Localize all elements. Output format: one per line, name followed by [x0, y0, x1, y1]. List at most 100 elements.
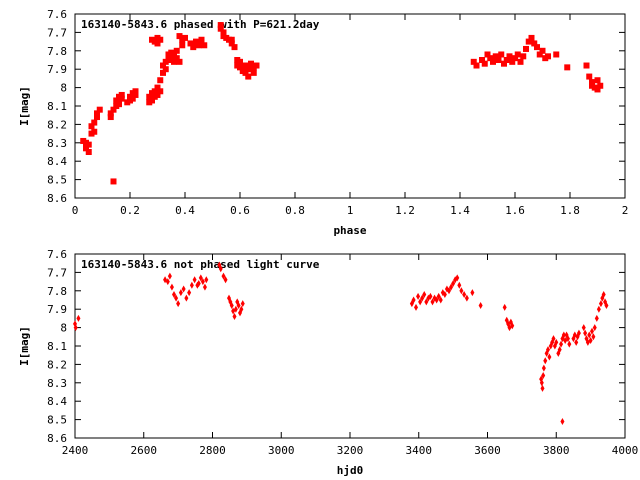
- x-tick-label: 0.2: [120, 204, 140, 217]
- data-point: [187, 40, 194, 47]
- data-point: [531, 40, 538, 47]
- data-point: [176, 300, 181, 308]
- data-point: [434, 296, 439, 304]
- data-point: [239, 305, 244, 313]
- data-point: [88, 123, 95, 130]
- data-point: [118, 95, 125, 102]
- plot-frame: [74, 253, 626, 439]
- data-point: [151, 88, 158, 95]
- data-point: [442, 290, 447, 298]
- data-point: [604, 302, 609, 310]
- data-point: [110, 178, 117, 185]
- data-point: [553, 51, 560, 58]
- x-tick-label: 2: [622, 204, 629, 217]
- data-point: [242, 62, 249, 69]
- y-tick-label: 8.1: [47, 100, 67, 113]
- data-point: [174, 294, 179, 302]
- x-tick-label: 1.6: [505, 204, 525, 217]
- data-point: [232, 313, 237, 321]
- x-tick-label: 0.4: [175, 204, 195, 217]
- data-point: [512, 55, 518, 62]
- data-point: [181, 285, 186, 293]
- data-point: [457, 281, 462, 289]
- x-axis-label: phase: [333, 224, 366, 237]
- data-point: [182, 34, 188, 41]
- data-point: [546, 346, 550, 354]
- data-point: [547, 353, 552, 361]
- y-tick-label: 8.6: [47, 432, 67, 445]
- x-tick-label: 1.8: [560, 204, 580, 217]
- data-point: [509, 58, 516, 65]
- y-tick-label: 7.8: [47, 285, 67, 298]
- data-point: [116, 101, 122, 108]
- y-tick-label: 8: [60, 82, 67, 95]
- phased-light-curve-plot: 0 0.2 0.4 0.6 0.8 1 1.2 1.4 1.6 1.8 2 7.6 7.7 7.8 7.9 8…: [18, 8, 628, 237]
- data-point: [113, 97, 120, 104]
- data-point: [91, 128, 98, 135]
- data-point: [149, 97, 155, 104]
- data-point: [176, 33, 183, 40]
- data-point: [91, 119, 98, 126]
- data-point: [184, 294, 189, 302]
- data-point: [157, 77, 164, 84]
- data-point: [490, 58, 496, 65]
- x-tick-label: 3000: [268, 444, 295, 457]
- data-point: [539, 47, 546, 54]
- data-point: [484, 51, 491, 58]
- data-point: [564, 64, 571, 71]
- y-axis-label: I[mag]: [18, 86, 31, 126]
- data-point: [245, 66, 252, 73]
- data-point: [220, 29, 227, 36]
- data-point: [498, 51, 505, 58]
- data-point: [428, 292, 433, 300]
- data-point: [171, 58, 177, 65]
- data-point: [154, 40, 161, 47]
- data-point: [598, 300, 603, 308]
- data-point: [517, 58, 524, 65]
- data-point: [173, 55, 180, 62]
- data-point: [107, 110, 114, 117]
- data-point: [594, 86, 601, 93]
- data-point: [187, 289, 192, 297]
- data-point: [436, 292, 441, 300]
- data-point: [540, 384, 545, 392]
- data-point: [202, 283, 207, 291]
- x-tick-label: 3200: [337, 444, 364, 457]
- data-point: [576, 329, 581, 337]
- data-point: [567, 340, 572, 348]
- y-tick-label: 7.6: [47, 8, 67, 21]
- data-point: [204, 276, 209, 284]
- data-point: [551, 335, 556, 343]
- data-point: [557, 346, 562, 354]
- data-point: [583, 329, 588, 337]
- data-point: [245, 73, 252, 80]
- data-point: [190, 44, 197, 51]
- data-point: [250, 69, 257, 76]
- data-point: [536, 51, 543, 58]
- data-point: [129, 95, 136, 102]
- data-point: [167, 272, 172, 280]
- data-point: [501, 60, 507, 67]
- x-tick-label: 2600: [131, 444, 158, 457]
- data-point: [110, 106, 117, 113]
- data-point: [223, 276, 228, 284]
- data-point: [525, 38, 532, 45]
- data-point: [221, 272, 226, 280]
- data-point: [479, 57, 485, 63]
- chart-title: 163140-5843.6 phased with P=621.2day: [81, 18, 320, 31]
- data-point: [447, 287, 451, 295]
- data-point: [589, 79, 595, 86]
- data-point: [160, 62, 166, 69]
- data-point: [430, 298, 435, 306]
- data-point: [464, 294, 469, 302]
- data-point: [455, 274, 460, 282]
- data-point: [478, 302, 483, 310]
- data-point: [520, 53, 527, 60]
- data-point: [586, 73, 593, 80]
- data-point: [543, 357, 548, 365]
- data-point: [192, 276, 197, 284]
- x-tick-label: 3400: [406, 444, 433, 457]
- data-point: [173, 47, 180, 54]
- data-point: [96, 106, 103, 113]
- data-point: [594, 77, 601, 84]
